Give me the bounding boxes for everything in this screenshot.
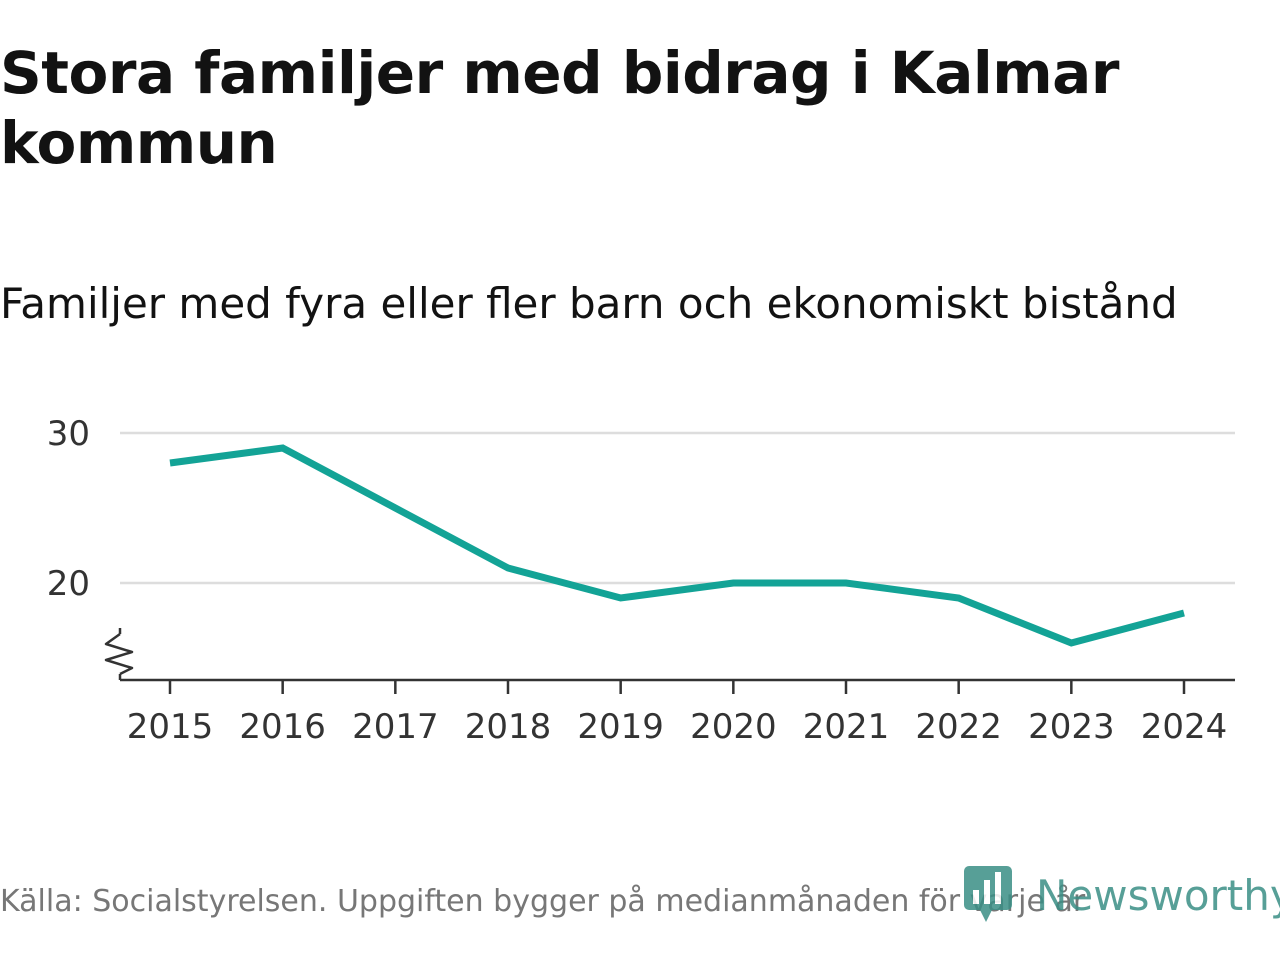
x-tick-label-2020: 2020	[690, 707, 777, 747]
chart-subtitle: Familjer med fyra eller fler barn och ek…	[0, 279, 1178, 328]
brand-logo: Newsworthy	[962, 864, 1280, 926]
x-tick-label-2015: 2015	[127, 707, 214, 747]
line-chart: 20 30 2015 2016 2017 2018 2019 2020 2021 2022 2023…	[47, 414, 1235, 747]
x-tick-label-2018: 2018	[465, 707, 552, 747]
y-tick-label-20: 20	[47, 564, 90, 604]
x-tick-label-2022: 2022	[915, 707, 1002, 747]
chart-title: Stora familjer med bidrag i Kalmar kommu…	[0, 39, 1119, 177]
x-tick-label-2023: 2023	[1028, 707, 1115, 747]
x-tick-label-2019: 2019	[577, 707, 664, 747]
axis-break-icon	[104, 632, 134, 676]
source-note: Källa: Socialstyrelsen. Uppgiften bygger…	[0, 884, 1086, 919]
brand-name: Newsworthy	[1036, 870, 1280, 920]
y-tick-label-30: 30	[47, 414, 90, 454]
x-tick-label-2016: 2016	[239, 707, 326, 747]
newsworthy-logo-icon	[964, 866, 1012, 922]
x-tick-label-2024: 2024	[1141, 707, 1228, 747]
series-line-0	[169, 444, 1185, 647]
x-tick-label-2017: 2017	[352, 707, 439, 747]
x-tick-label-2021: 2021	[803, 707, 890, 747]
